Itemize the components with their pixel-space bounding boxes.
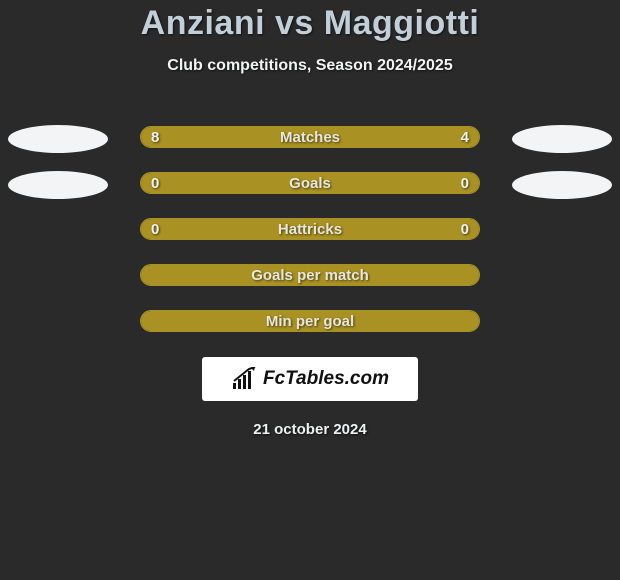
source-logo-text: FcTables.com xyxy=(263,368,389,390)
player-avatar-right xyxy=(512,125,612,153)
stat-row: Goals per match xyxy=(0,257,620,303)
fctables-icon xyxy=(231,367,259,391)
comparison-infographic: Anziani vs Maggiotti Club competitions, … xyxy=(0,0,620,438)
page-subtitle: Club competitions, Season 2024/2025 xyxy=(0,57,620,75)
stats-list: 84Matches 00Goals 00Hattricks Goals per mat… xyxy=(0,119,620,349)
stat-row: 00Goals xyxy=(0,165,620,211)
stat-bar: 00Goals xyxy=(140,172,480,194)
player-avatar-left xyxy=(8,125,108,153)
player-avatar-left xyxy=(8,171,108,199)
stat-bar: Min per goal xyxy=(140,310,480,332)
stat-label: Matches xyxy=(141,127,479,147)
stat-bar: 84Matches xyxy=(140,126,480,148)
stat-bar: Goals per match xyxy=(140,264,480,286)
page-title: Anziani vs Maggiotti xyxy=(0,4,620,43)
snapshot-date: 21 october 2024 xyxy=(0,421,620,438)
stat-row: Min per goal xyxy=(0,303,620,349)
player-avatar-right xyxy=(512,171,612,199)
stat-label: Min per goal xyxy=(141,311,479,331)
stat-row: 00Hattricks xyxy=(0,211,620,257)
stat-label: Goals xyxy=(141,173,479,193)
stat-row: 84Matches xyxy=(0,119,620,165)
stat-label: Goals per match xyxy=(141,265,479,285)
stat-label: Hattricks xyxy=(141,219,479,239)
source-logo: FcTables.com xyxy=(202,357,418,401)
stat-bar: 00Hattricks xyxy=(140,218,480,240)
